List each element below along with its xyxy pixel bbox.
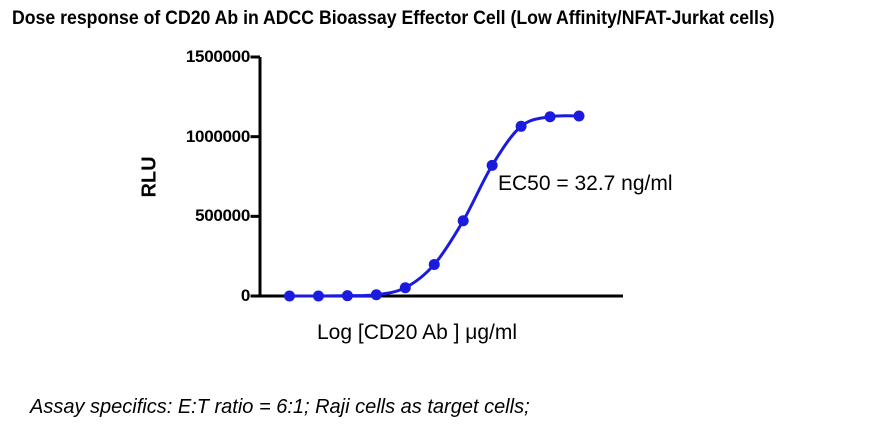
data-point — [399, 282, 411, 294]
assay-specifics-footnote: Assay specifics: E:T ratio = 6:1; Raji c… — [30, 396, 530, 418]
data-point — [284, 290, 295, 302]
data-point — [428, 258, 440, 270]
data-point — [457, 215, 469, 227]
y-tick-label-0: 0 — [240, 286, 250, 305]
data-point — [544, 111, 556, 123]
data-point — [573, 110, 585, 122]
data-points — [284, 110, 585, 302]
y-tick-label-1000000: 1000000 — [185, 127, 250, 146]
chart-title: Dose response of CD20 Ab in ADCC Bioassa… — [12, 8, 775, 29]
data-point — [341, 290, 353, 302]
y-tick-label-1500000: 1500000 — [185, 47, 250, 66]
x-axis-title: Log [CD20 Ab ] μg/ml — [317, 321, 518, 344]
ec50-annotation: EC50 = 32.7 ng/ml — [498, 172, 673, 195]
y-axis-title: RLU — [138, 156, 161, 198]
data-point — [370, 289, 382, 301]
data-point — [515, 120, 527, 132]
y-tick-label-500000: 500000 — [195, 206, 250, 225]
axes — [250, 55, 623, 298]
data-point — [312, 290, 324, 302]
data-point — [486, 159, 498, 171]
